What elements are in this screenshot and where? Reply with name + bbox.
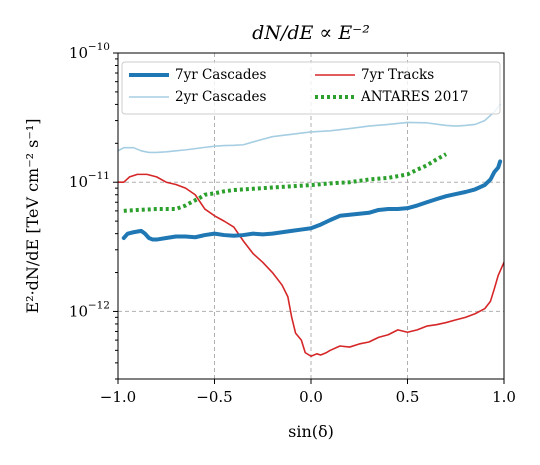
y-tick-label: 10 (69, 44, 88, 62)
y-tick-label-exponent: −10 (88, 41, 110, 53)
series-line-antares-2017 (123, 152, 448, 213)
legend-label: 7yr Tracks (361, 67, 434, 83)
legend-label: 2yr Cascades (175, 89, 267, 105)
y-tick-label-exponent: −12 (88, 299, 110, 311)
series-layer (118, 103, 504, 358)
x-tick-label: 1.0 (492, 388, 516, 406)
legend-label: ANTARES 2017 (360, 89, 469, 105)
x-tick-label: 0.0 (299, 388, 323, 406)
x-axis-label: sin(δ) (288, 422, 334, 441)
y-tick-label: 10 (69, 173, 88, 191)
y-axis-label: E²·dN/dE [TeV cm⁻² s⁻¹] (23, 119, 42, 314)
x-tick-label: 0.5 (396, 388, 420, 406)
series-line-7yr-tracks (118, 173, 504, 358)
legend-box (121, 61, 501, 115)
y-tick-label-exponent: −11 (88, 170, 110, 182)
series-line-7yr-cascades (121, 159, 503, 242)
chart-title: dN/dE ∝ E⁻² (252, 22, 370, 44)
legend: 7yr Cascades 2yr Cascades 7yr Tracks ANTARE… (121, 61, 501, 115)
y-tick-label: 10 (69, 302, 88, 320)
x-tick-label: −0.5 (196, 388, 232, 406)
x-tick-label: −1.0 (100, 388, 136, 406)
legend-label: 7yr Cascades (175, 67, 267, 83)
series-line-2yr-cascades (118, 103, 501, 154)
